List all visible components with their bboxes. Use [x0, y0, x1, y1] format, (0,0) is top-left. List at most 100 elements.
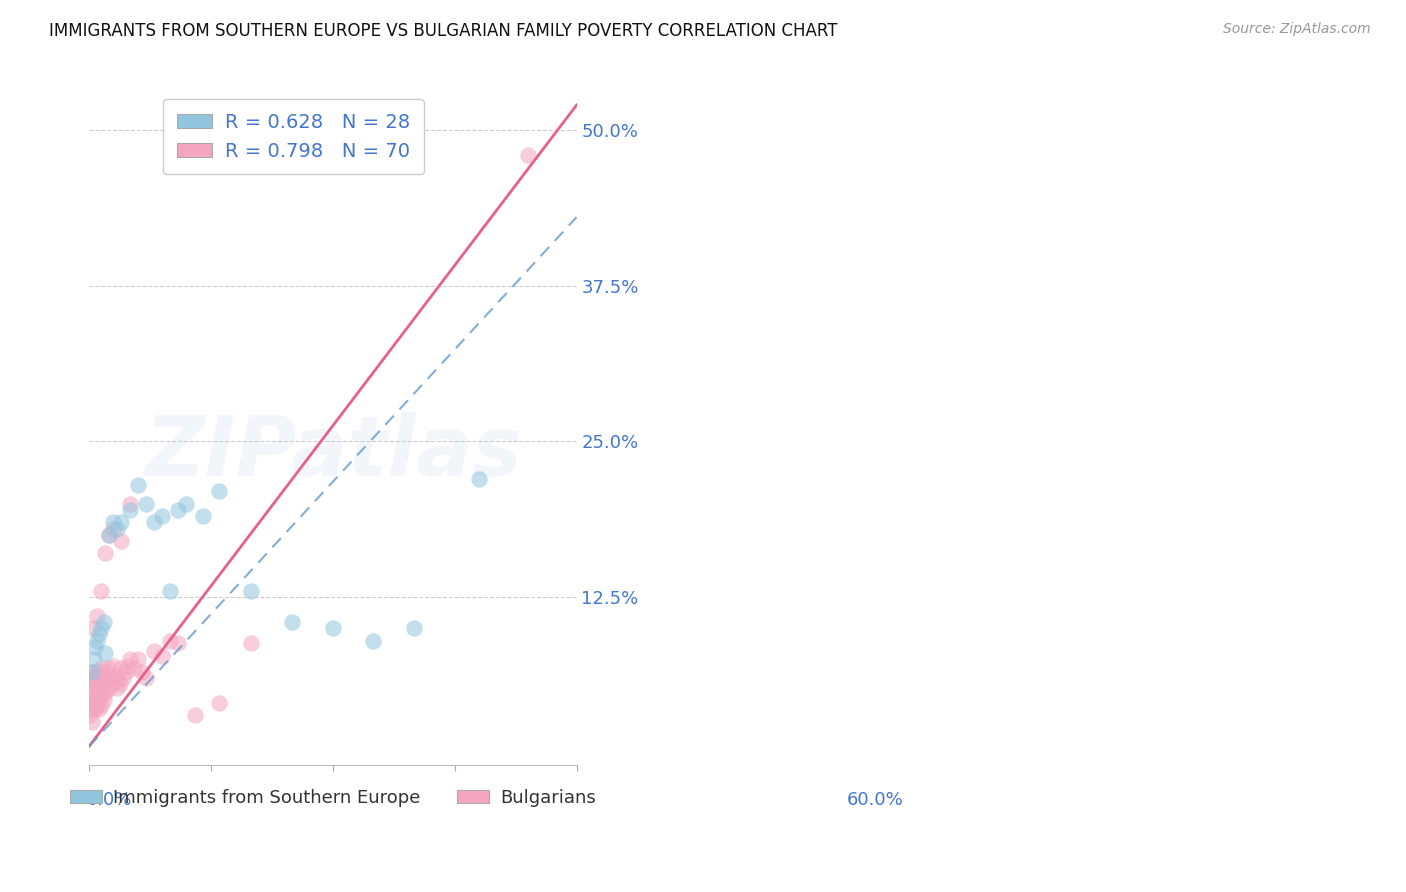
Point — [82, 665, 104, 679]
Point — [105, 681, 128, 695]
Point — [516, 148, 538, 162]
Point — [84, 668, 107, 682]
Point — [83, 652, 105, 666]
Point — [150, 509, 173, 524]
Point — [86, 665, 108, 679]
Point — [142, 643, 165, 657]
Point — [87, 702, 110, 716]
Text: ZIPatlas: ZIPatlas — [143, 412, 522, 493]
Point — [94, 546, 117, 560]
Point — [84, 698, 107, 713]
Point — [240, 583, 263, 598]
Point — [90, 698, 112, 713]
Point — [84, 673, 107, 688]
Point — [82, 702, 104, 716]
Point — [150, 648, 173, 663]
Point — [83, 671, 105, 685]
Point — [82, 677, 104, 691]
Point — [87, 668, 110, 682]
Legend: Immigrants from Southern Europe, Bulgarians: Immigrants from Southern Europe, Bulgari… — [63, 781, 603, 814]
Point — [118, 497, 141, 511]
Point — [117, 658, 139, 673]
Point — [80, 671, 103, 685]
Point — [103, 522, 125, 536]
Point — [82, 621, 104, 635]
Point — [90, 661, 112, 675]
Point — [90, 583, 112, 598]
Point — [80, 696, 103, 710]
Point — [83, 702, 105, 716]
Point — [167, 636, 190, 650]
Point — [159, 583, 181, 598]
Point — [208, 696, 231, 710]
Point — [84, 693, 107, 707]
Point — [89, 690, 111, 704]
Point — [93, 693, 115, 707]
Point — [94, 665, 117, 679]
Point — [94, 686, 117, 700]
Point — [176, 497, 198, 511]
Point — [322, 621, 344, 635]
Point — [93, 615, 115, 629]
Point — [281, 615, 304, 629]
Point — [94, 646, 117, 660]
Point — [98, 681, 121, 695]
Point — [118, 652, 141, 666]
Point — [142, 516, 165, 530]
Point — [79, 690, 101, 704]
Point — [127, 478, 149, 492]
Point — [110, 534, 132, 549]
Point — [91, 686, 114, 700]
Point — [79, 708, 101, 723]
Point — [112, 671, 135, 685]
Point — [82, 714, 104, 729]
Point — [87, 627, 110, 641]
Point — [90, 621, 112, 635]
Point — [167, 503, 190, 517]
Point — [208, 484, 231, 499]
Point — [127, 652, 149, 666]
Point — [363, 633, 385, 648]
Point — [114, 665, 136, 679]
Point — [98, 528, 121, 542]
Point — [110, 661, 132, 675]
Point — [79, 702, 101, 716]
Point — [108, 677, 131, 691]
Point — [110, 516, 132, 530]
Point — [83, 696, 105, 710]
Point — [86, 608, 108, 623]
Point — [87, 686, 110, 700]
Point — [468, 472, 491, 486]
Point — [107, 673, 129, 688]
Text: Source: ZipAtlas.com: Source: ZipAtlas.com — [1223, 22, 1371, 37]
Point — [103, 516, 125, 530]
Point — [402, 621, 425, 635]
Point — [104, 668, 127, 682]
Point — [103, 658, 125, 673]
Point — [86, 633, 108, 648]
Point — [118, 503, 141, 517]
Point — [84, 640, 107, 654]
Point — [97, 661, 120, 675]
Point — [135, 671, 157, 685]
Point — [191, 509, 214, 524]
Point — [122, 661, 145, 675]
Point — [159, 633, 181, 648]
Point — [93, 671, 115, 685]
Point — [100, 677, 122, 691]
Point — [82, 665, 104, 679]
Point — [79, 677, 101, 691]
Point — [240, 636, 263, 650]
Point — [135, 497, 157, 511]
Text: 0.0%: 0.0% — [87, 791, 132, 809]
Point — [86, 696, 108, 710]
Point — [105, 522, 128, 536]
Point — [91, 677, 114, 691]
Text: 60.0%: 60.0% — [846, 791, 903, 809]
Point — [89, 681, 111, 695]
Point — [98, 671, 121, 685]
Point — [98, 528, 121, 542]
Point — [82, 683, 104, 698]
Text: IMMIGRANTS FROM SOUTHERN EUROPE VS BULGARIAN FAMILY POVERTY CORRELATION CHART: IMMIGRANTS FROM SOUTHERN EUROPE VS BULGA… — [49, 22, 838, 40]
Point — [83, 673, 105, 688]
